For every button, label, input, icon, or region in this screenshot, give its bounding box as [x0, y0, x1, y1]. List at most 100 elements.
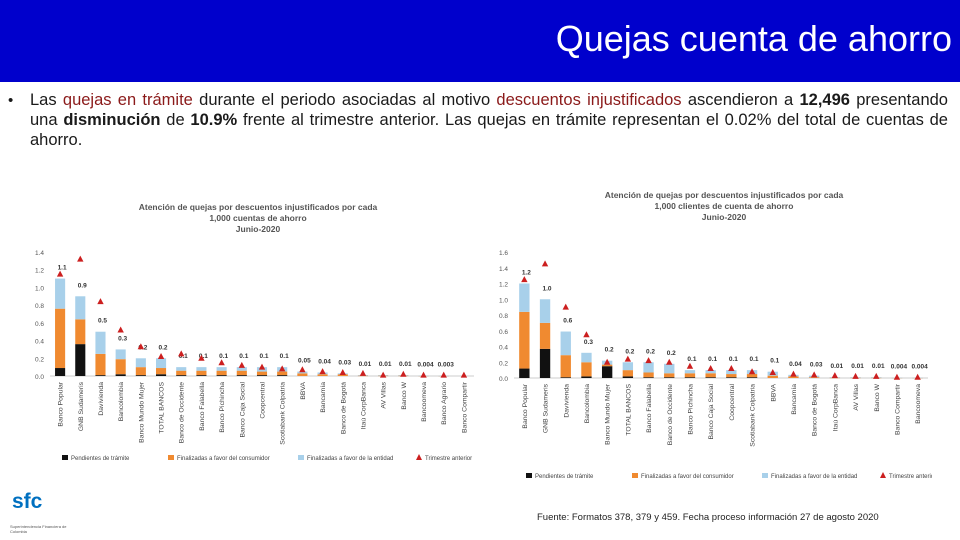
category-label: Banco W: [874, 383, 881, 411]
prev-quarter-marker: [666, 358, 673, 365]
text-segment: frente al trimestre anterior. Las quejas…: [30, 111, 948, 149]
category-label: Banco de Bogotá: [812, 384, 819, 436]
legend-label: Finalizadas a favor de la entidad: [307, 456, 393, 462]
y-tick-label: 0.8: [35, 303, 44, 310]
bar-segment: [216, 375, 227, 376]
legend-label: Trimestre anterior: [425, 456, 472, 462]
bar-segment: [539, 299, 551, 323]
text-segment: ascendieron a: [681, 91, 800, 109]
bar-segment: [115, 359, 126, 375]
legend-label: Pendientes de trámite: [535, 474, 594, 480]
prev-quarter-marker: [278, 365, 286, 372]
prev-quarter-marker: [359, 369, 367, 376]
bar-segment: [55, 368, 66, 376]
bar-total-label: 0.2: [625, 348, 634, 355]
category-label: Banco Agrario: [441, 382, 448, 425]
category-label: GNB Sudameris: [543, 383, 550, 433]
prev-quarter-marker: [379, 371, 387, 378]
bar-segment: [601, 364, 613, 367]
category-label: Scotiabank Colpatria: [750, 384, 757, 447]
prev-quarter-marker: [339, 368, 346, 375]
prev-quarter-marker: [562, 303, 569, 310]
bar-segment: [75, 319, 86, 345]
bar-total-label: 0.1: [259, 353, 268, 360]
bar-total-label: 0.1: [219, 353, 228, 360]
category-label: TOTAL BANCOS: [625, 384, 632, 436]
y-tick-label: 0.2: [499, 360, 508, 367]
prev-quarter-marker: [541, 260, 549, 267]
legend-swatch: [168, 455, 174, 460]
category-label: Banco Mundo Mujer: [605, 383, 612, 445]
bar-segment: [115, 349, 126, 360]
bar-segment: [726, 374, 737, 378]
header-bar: Quejas cuenta de ahorro: [0, 0, 960, 82]
chart-left-per-accounts: Atención de quejas por descuentos injust…: [35, 202, 474, 462]
category-label: Scotiabank Colpatria: [280, 382, 287, 445]
category-label: Davivienda: [563, 384, 570, 418]
bar-segment: [560, 331, 571, 356]
legend-swatch: [298, 455, 304, 460]
bar-segment: [277, 371, 288, 376]
text-segment: presentando una: [30, 91, 948, 129]
bar-segment: [317, 374, 328, 376]
bar-segment: [622, 362, 634, 371]
bar-segment: [196, 367, 207, 371]
bar-segment: [643, 362, 654, 373]
chart-title: Atención de quejas por descuentos injust…: [605, 190, 844, 200]
bar-segment: [236, 375, 247, 376]
bar-total-label: 0.3: [584, 339, 593, 346]
category-label: Banco Pichincha: [219, 382, 226, 433]
y-tick-label: 0.4: [499, 345, 508, 352]
highlight-count: 12,496: [799, 91, 850, 109]
bar-total-label: 0.004: [891, 364, 908, 371]
y-tick-label: 0.2: [35, 356, 44, 363]
bar-segment: [176, 370, 187, 376]
bar-total-label: 1.1: [58, 265, 67, 272]
bar-total-label: 0.2: [605, 347, 614, 354]
prev-quarter-marker: [831, 372, 839, 379]
bar-segment: [236, 367, 247, 371]
y-tick-label: 0.4: [35, 339, 44, 346]
category-label: BBVA: [770, 384, 777, 402]
bar-segment: [156, 374, 167, 376]
bar-total-label: 0.1: [179, 353, 188, 360]
prev-quarter-marker: [603, 358, 611, 365]
category-label: Bancoomeva: [421, 382, 428, 422]
prev-quarter-marker: [728, 365, 735, 372]
bar-segment: [684, 370, 696, 374]
bar-segment: [196, 375, 207, 376]
legend-swatch: [632, 473, 638, 478]
prev-quarter-marker: [117, 326, 124, 333]
bar-segment: [216, 367, 227, 371]
bar-segment: [726, 370, 737, 375]
bar-total-label: 0.1: [199, 353, 208, 360]
category-label: Banco Pichincha: [687, 384, 694, 435]
bar-segment: [519, 368, 530, 378]
bar-total-label: 0.5: [98, 318, 107, 325]
bar-total-label: 0.1: [770, 358, 779, 365]
bar-segment: [75, 296, 86, 320]
category-label: Banco Compartir: [461, 381, 468, 433]
bar-segment: [519, 311, 530, 369]
y-tick-label: 1.2: [499, 282, 508, 289]
bar-total-label: 0.1: [687, 356, 696, 363]
bar-segment: [808, 377, 820, 378]
bar-segment: [95, 353, 106, 376]
prev-quarter-marker: [319, 368, 326, 375]
category-label: Banco Falabella: [646, 384, 653, 433]
category-label: Itaú CorpBanca: [832, 384, 839, 431]
text-segment: Las: [30, 91, 63, 109]
bar-segment: [664, 373, 675, 378]
bar-total-label: 0.6: [563, 318, 572, 325]
bar-segment: [601, 366, 613, 378]
y-tick-label: 0.8: [499, 313, 508, 320]
bar-segment: [581, 362, 592, 377]
prev-quarter-marker: [852, 372, 859, 379]
bar-segment: [560, 355, 571, 378]
bar-segment: [705, 370, 716, 374]
bar-segment: [622, 370, 634, 377]
bar-segment: [55, 278, 66, 309]
bar-segment: [684, 373, 696, 378]
bar-segment: [256, 375, 268, 376]
